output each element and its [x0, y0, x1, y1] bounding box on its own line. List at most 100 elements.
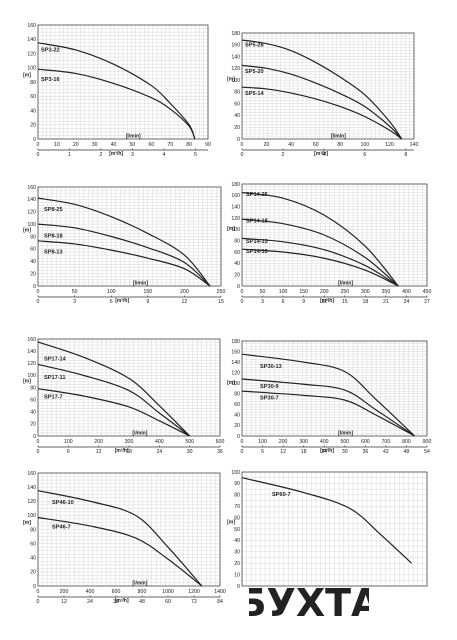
y-tick-label: 40	[30, 108, 36, 114]
x-m3-tick-label: 0	[241, 299, 244, 305]
x-m3-axis-label: [m³/h]	[320, 298, 334, 304]
series-label: SP46-10	[52, 500, 74, 506]
y-tick-label: 20	[234, 125, 240, 131]
y-axis-label: [m]	[227, 519, 235, 525]
y-tick-label: 60	[234, 515, 240, 521]
x-m3-tick-label: 0	[37, 299, 40, 305]
x-flow-tick-label: 400	[320, 439, 329, 445]
series-label: SP46-7	[52, 525, 71, 531]
y-tick-label: 100	[27, 222, 36, 228]
x-flow-tick-label: 70	[167, 142, 173, 148]
x-m3-tick-label: 18	[362, 299, 368, 305]
x-flow-tick-label: 60	[148, 142, 154, 148]
x-m3-axis-label: [m³/h]	[115, 298, 129, 304]
y-tick-label: 100	[27, 373, 36, 379]
x-flow-tick-label: 0	[37, 439, 40, 445]
y-tick-label: 20	[234, 423, 240, 429]
y-tick-label: 60	[30, 541, 36, 547]
y-tick-label: 140	[27, 485, 36, 491]
x-flow-tick-label: 500	[340, 439, 349, 445]
x-flow-tick-label: 100	[64, 439, 73, 445]
x-m3-tick-label: 8	[404, 152, 407, 158]
series-label: SP5-20	[245, 69, 264, 75]
y-tick-label: 160	[27, 185, 36, 191]
x-flow-tick-label: 100	[107, 289, 116, 295]
series-curve-SP46-10	[37, 490, 203, 587]
series-curve-SP8-25	[37, 197, 211, 287]
y-tick-label: 120	[27, 361, 36, 367]
y-tick-label: 80	[30, 385, 36, 391]
series-curve-SP14-10	[241, 248, 399, 287]
x-flow-tick-label: 450	[423, 289, 432, 295]
x-flow-tick-label: 40	[288, 142, 294, 148]
y-tick-label: 140	[27, 197, 36, 203]
y-tick-label: 60	[234, 250, 240, 256]
x-flow-axis-label: [l/min]	[331, 134, 346, 140]
x-flow-tick-label: 60	[313, 142, 319, 148]
series-label: SP60-7	[272, 492, 291, 498]
x-flow-tick-label: 0	[37, 142, 40, 148]
x-m3-tick-label: 84	[217, 599, 223, 605]
series-curve-SP14-13	[241, 237, 399, 287]
x-flow-axis-label: [l/min]	[132, 581, 147, 587]
y-tick-label: 20	[30, 123, 36, 129]
y-tick-label: 180	[231, 31, 240, 37]
x-m3-tick-label: 72	[191, 599, 197, 605]
x-flow-tick-label: 0	[37, 589, 40, 595]
y-tick-label: 140	[27, 349, 36, 355]
x-flow-tick-label: 150	[299, 289, 308, 295]
x-m3-tick-label: 12	[61, 599, 67, 605]
x-m3-tick-label: 3	[131, 152, 134, 158]
x-flow-tick-label: 500	[185, 439, 194, 445]
x-m3-tick-label: 4	[162, 152, 165, 158]
x-m3-tick-label: 48	[404, 449, 410, 455]
x-flow-tick-label: 900	[423, 439, 432, 445]
x-m3-tick-label: 27	[424, 299, 430, 305]
series-label: SP17-14	[44, 357, 67, 363]
x-flow-tick-label: 150	[143, 289, 152, 295]
x-m3-axis-label: [m³/h]	[320, 448, 334, 454]
y-tick-label: 80	[234, 493, 240, 499]
y-tick-label: 50	[234, 527, 240, 533]
x-flow-tick-label: 400	[155, 439, 164, 445]
x-m3-tick-label: 30	[187, 449, 193, 455]
x-m3-tick-label: 6	[261, 449, 264, 455]
y-tick-label: 80	[30, 80, 36, 86]
y-tick-label: 80	[234, 238, 240, 244]
x-m3-axis-label: [m³/h]	[314, 151, 328, 157]
x-flow-tick-label: 600	[112, 589, 121, 595]
x-m3-tick-label: 12	[321, 299, 327, 305]
y-axis-label: [m]	[23, 228, 31, 234]
x-flow-tick-label: 300	[361, 289, 370, 295]
x-m3-tick-label: 0	[37, 152, 40, 158]
x-m3-tick-label: 6	[67, 449, 70, 455]
y-tick-label: 20	[30, 271, 36, 277]
x-m3-tick-label: 3	[261, 299, 264, 305]
x-flow-tick-label: 300	[125, 439, 134, 445]
series-curve-SP30-7	[241, 390, 415, 437]
y-tick-label: 40	[234, 413, 240, 419]
x-m3-tick-label: 48	[139, 599, 145, 605]
y-tick-label: 80	[234, 392, 240, 398]
x-m3-tick-label: 21	[383, 299, 389, 305]
y-tick-label: 0	[33, 584, 36, 590]
y-tick-label: 40	[234, 113, 240, 119]
x-flow-tick-label: 400	[402, 289, 411, 295]
x-m3-tick-label: 4	[322, 152, 325, 158]
y-tick-label: 120	[231, 370, 240, 376]
y-tick-label: 100	[231, 381, 240, 387]
y-tick-label: 140	[231, 204, 240, 210]
x-flow-tick-label: 400	[86, 589, 95, 595]
x-m3-tick-label: 18	[301, 449, 307, 455]
x-m3-tick-label: 3	[73, 299, 76, 305]
x-m3-tick-label: 36	[113, 599, 119, 605]
x-flow-tick-label: 800	[402, 439, 411, 445]
y-tick-label: 80	[30, 527, 36, 533]
series-label: SP14-18	[246, 219, 268, 225]
